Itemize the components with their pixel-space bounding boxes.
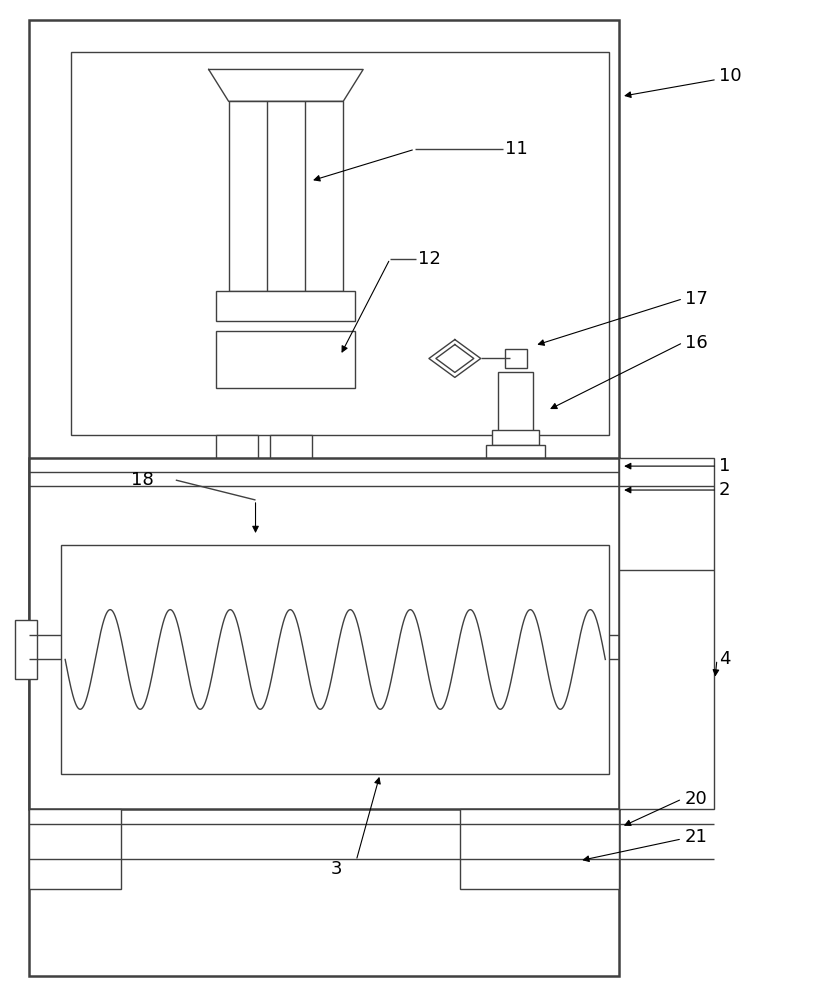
Bar bbox=[29, 809, 121, 889]
Bar bbox=[71, 52, 609, 435]
Bar bbox=[486, 445, 545, 460]
Text: 10: 10 bbox=[719, 67, 742, 85]
Bar bbox=[505, 349, 527, 368]
Text: 16: 16 bbox=[685, 334, 708, 352]
Bar bbox=[216, 331, 355, 388]
Bar bbox=[460, 809, 619, 889]
Bar bbox=[16, 620, 38, 679]
Bar bbox=[216, 291, 355, 321]
Bar bbox=[497, 372, 533, 432]
Bar bbox=[29, 20, 619, 976]
Text: 3: 3 bbox=[330, 860, 342, 878]
Text: 18: 18 bbox=[131, 471, 154, 489]
Text: 12: 12 bbox=[418, 250, 441, 268]
Bar bbox=[61, 545, 609, 774]
Text: 21: 21 bbox=[685, 828, 708, 846]
Text: 2: 2 bbox=[719, 481, 730, 499]
Bar bbox=[216, 435, 258, 560]
Text: 4: 4 bbox=[719, 650, 730, 668]
Text: 1: 1 bbox=[719, 457, 730, 475]
Bar bbox=[271, 435, 312, 560]
Text: 20: 20 bbox=[685, 790, 708, 808]
Bar bbox=[619, 458, 714, 809]
Bar bbox=[228, 101, 344, 291]
Text: 17: 17 bbox=[685, 290, 708, 308]
Bar bbox=[29, 458, 619, 809]
Bar bbox=[492, 430, 538, 445]
Text: 11: 11 bbox=[505, 140, 528, 158]
